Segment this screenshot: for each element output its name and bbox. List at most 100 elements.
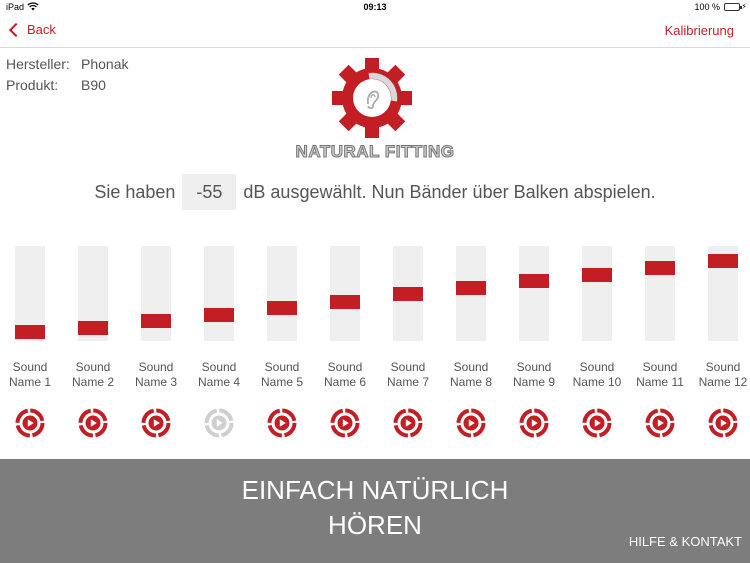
band-label-line-1: Sound bbox=[705, 360, 741, 374]
level-slider-handle[interactable] bbox=[15, 325, 45, 340]
band-label-line-1: Sound bbox=[327, 360, 363, 374]
play-button-icon[interactable] bbox=[267, 408, 297, 438]
play-button-icon[interactable] bbox=[204, 408, 234, 438]
back-label: Back bbox=[27, 22, 56, 37]
play-button-icon[interactable] bbox=[645, 408, 675, 438]
band-label-line-1: Sound bbox=[12, 360, 48, 374]
band-label-line-2: Name 2 bbox=[71, 375, 115, 389]
band-label-line-1: Sound bbox=[453, 360, 489, 374]
instruction-before: Sie haben bbox=[94, 181, 176, 202]
band-label-line-1: Sound bbox=[390, 360, 426, 374]
band-label-line-2: Name 9 bbox=[512, 375, 556, 389]
level-slider[interactable] bbox=[204, 246, 234, 341]
calibration-button[interactable]: Kalibrierung bbox=[664, 23, 734, 38]
band-label: Sound Name 5 bbox=[252, 360, 312, 390]
level-slider[interactable] bbox=[15, 246, 45, 341]
play-button-icon[interactable] bbox=[456, 408, 486, 438]
clock: 09:13 bbox=[363, 2, 387, 12]
band-label-line-1: Sound bbox=[138, 360, 174, 374]
level-slider[interactable] bbox=[456, 246, 486, 341]
product-label: Produkt: bbox=[6, 77, 59, 93]
band-label-line-2: Name 6 bbox=[323, 375, 367, 389]
band-label-line-1: Sound bbox=[642, 360, 678, 374]
band-label-line-1: Sound bbox=[516, 360, 552, 374]
device-info: Hersteller: Phonak Produkt: B90 bbox=[6, 54, 128, 96]
manufacturer-label: Hersteller: bbox=[6, 56, 70, 72]
band-label: Sound Name 2 bbox=[63, 360, 123, 390]
band-label: Sound Name 4 bbox=[189, 360, 249, 390]
navigation-bar: Back Kalibrierung bbox=[0, 16, 750, 48]
level-slider-handle[interactable] bbox=[519, 274, 549, 289]
level-slider[interactable] bbox=[78, 246, 108, 341]
instruction-after: dB ausgewählt. Nun Bänder über Balken ab… bbox=[243, 181, 656, 202]
play-button-icon[interactable] bbox=[15, 408, 45, 438]
band-label: Sound Name 6 bbox=[315, 360, 375, 390]
level-slider[interactable] bbox=[708, 246, 738, 341]
level-slider-handle[interactable] bbox=[204, 308, 234, 323]
product-value: B90 bbox=[81, 77, 106, 93]
play-button-icon[interactable] bbox=[708, 408, 738, 438]
play-button-icon[interactable] bbox=[393, 408, 423, 438]
band-label: Sound Name 3 bbox=[126, 360, 186, 390]
band-label-line-2: Name 11 bbox=[636, 375, 684, 389]
band-label: Sound Name 12 bbox=[693, 360, 750, 390]
level-slider[interactable] bbox=[645, 246, 675, 341]
slogan-line-2: HÖREN bbox=[328, 510, 422, 540]
level-slider-handle[interactable] bbox=[141, 314, 171, 329]
slogan-line-1: EINFACH NATÜRLICH bbox=[241, 475, 509, 505]
play-button-icon[interactable] bbox=[78, 408, 108, 438]
level-slider[interactable] bbox=[582, 246, 612, 341]
slogan: EINFACH NATÜRLICH HÖREN bbox=[0, 473, 750, 543]
battery-percent: 100 % bbox=[694, 2, 720, 12]
level-slider[interactable] bbox=[519, 246, 549, 341]
db-value-field[interactable]: -55 bbox=[182, 174, 237, 210]
level-slider-handle[interactable] bbox=[330, 295, 360, 310]
play-button-icon[interactable] bbox=[582, 408, 612, 438]
device-name: iPad bbox=[6, 2, 25, 12]
sound-bands: Sound Name 1 Sound Name 2 Sound Name 3 Sound Na… bbox=[0, 246, 750, 446]
manufacturer-value: Phonak bbox=[81, 56, 129, 72]
band-label: Sound Name 1 bbox=[0, 360, 60, 390]
band-label-line-2: Name 5 bbox=[260, 375, 304, 389]
band-label-line-2: Name 1 bbox=[8, 375, 52, 389]
level-slider-handle[interactable] bbox=[708, 254, 738, 269]
back-button[interactable]: Back bbox=[8, 22, 56, 37]
instruction-line: Sie haben -55 dB ausgewählt. Nun Bänder … bbox=[0, 174, 750, 210]
level-slider-handle[interactable] bbox=[393, 287, 423, 302]
help-contact-button[interactable]: HILFE & KONTAKT bbox=[628, 534, 742, 549]
wifi-icon bbox=[27, 2, 39, 13]
band-label-line-2: Name 7 bbox=[386, 375, 430, 389]
level-slider-handle[interactable] bbox=[645, 260, 675, 275]
band-label: Sound Name 10 bbox=[567, 360, 627, 390]
band-label-line-2: Name 8 bbox=[449, 375, 493, 389]
status-bar: iPad 09:13 100 % ⚡ bbox=[0, 0, 750, 16]
footer-banner: EINFACH NATÜRLICH HÖREN HILFE & KONTAKT bbox=[0, 459, 750, 563]
band-label-line-2: Name 3 bbox=[134, 375, 178, 389]
band-label-line-2: Name 12 bbox=[698, 375, 748, 389]
chevron-left-icon bbox=[8, 22, 24, 37]
band-label: Sound Name 9 bbox=[504, 360, 564, 390]
band-label-line-1: Sound bbox=[579, 360, 615, 374]
level-slider-handle[interactable] bbox=[456, 280, 486, 295]
play-button-icon[interactable] bbox=[330, 408, 360, 438]
band-label: Sound Name 7 bbox=[378, 360, 438, 390]
level-slider[interactable] bbox=[141, 246, 171, 341]
level-slider-handle[interactable] bbox=[582, 267, 612, 282]
level-slider-handle[interactable] bbox=[267, 300, 297, 315]
level-slider-handle[interactable] bbox=[78, 320, 108, 335]
play-button-icon[interactable] bbox=[519, 408, 549, 438]
battery-icon bbox=[724, 3, 742, 11]
band-label-line-1: Sound bbox=[201, 360, 237, 374]
band-label-line-2: Name 10 bbox=[572, 375, 622, 389]
band-label: Sound Name 11 bbox=[630, 360, 690, 390]
logo-text: NATURAL FITTING bbox=[295, 142, 455, 162]
charging-icon: ⚡ bbox=[741, 2, 747, 11]
gear-ear-logo-icon bbox=[331, 57, 413, 139]
level-slider[interactable] bbox=[393, 246, 423, 341]
level-slider[interactable] bbox=[330, 246, 360, 341]
play-button-icon[interactable] bbox=[141, 408, 171, 438]
band-label: Sound Name 8 bbox=[441, 360, 501, 390]
level-slider[interactable] bbox=[267, 246, 297, 341]
band-label-line-2: Name 4 bbox=[197, 375, 241, 389]
band-label-line-1: Sound bbox=[264, 360, 300, 374]
